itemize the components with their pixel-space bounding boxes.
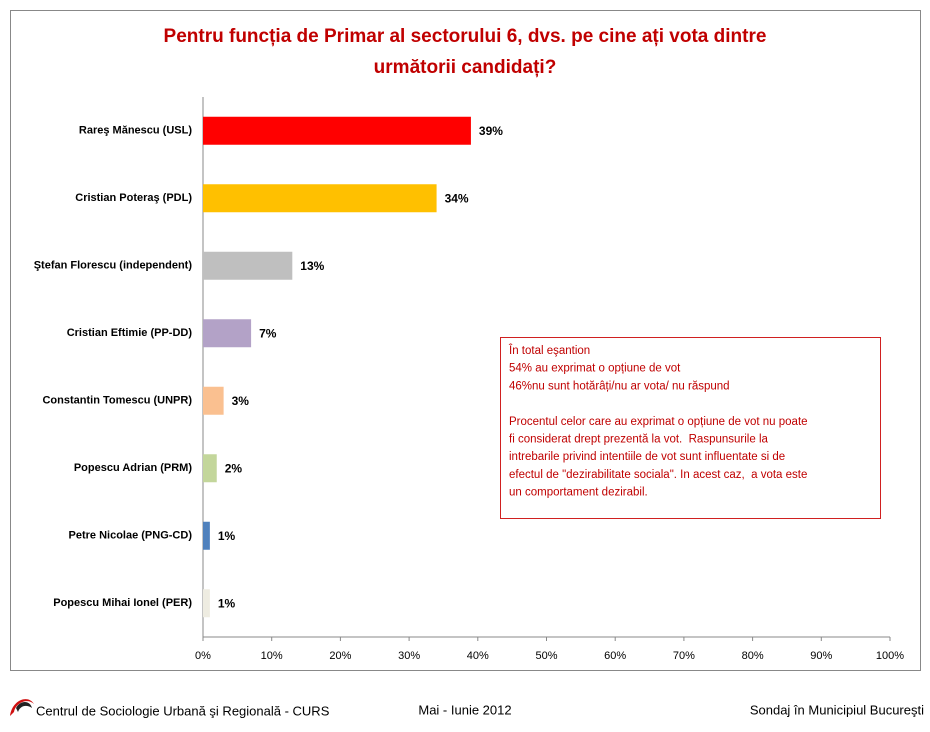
bar (203, 319, 252, 348)
x-tick-label: 80% (742, 650, 764, 662)
annotation-line: Procentul celor care au exprimat o opțiu… (509, 416, 808, 428)
category-label: Rareş Mănescu (USL) (79, 125, 192, 137)
value-label: 3% (232, 394, 250, 408)
category-label: Popescu Mihai Ionel (PER) (53, 597, 192, 609)
annotation-line: În total eşantion (508, 344, 590, 357)
category-label: Cristian Eftimie (PP-DD) (67, 327, 193, 339)
value-label: 34% (445, 191, 469, 205)
bar (203, 386, 224, 415)
x-tick-label: 100% (876, 650, 904, 662)
x-tick-label: 30% (398, 650, 420, 662)
annotation-line: intrebarile privind intentiile de vot su… (509, 451, 785, 463)
value-label: 1% (218, 596, 236, 610)
category-label: Popescu Adrian (PRM) (74, 462, 192, 474)
annotation-line: 54% au exprimat o opțiune de vot (509, 363, 681, 375)
chart-title: Pentru funcția de Primar al sectorului 6… (164, 26, 767, 47)
x-tick-label: 10% (261, 650, 283, 662)
value-label: 39% (479, 124, 503, 138)
category-label: Cristian Poteraş (PDL) (75, 192, 192, 204)
bar (203, 589, 210, 618)
x-tick-label: 90% (810, 650, 832, 662)
value-label: 7% (259, 326, 277, 340)
annotation-line: efectul de "dezirabilitate sociala". In … (509, 469, 807, 481)
category-label: Constantin Tomescu (UNPR) (42, 395, 192, 407)
category-label: Ştefan Florescu (independent) (34, 260, 193, 272)
bar (203, 454, 217, 483)
annotation-box (500, 337, 881, 519)
value-label: 2% (225, 461, 243, 475)
bar (203, 521, 210, 550)
chart-title: următorii candidați? (374, 57, 557, 78)
logo-swirl (10, 699, 34, 716)
x-tick-label: 0% (195, 650, 211, 662)
x-tick-label: 50% (535, 650, 557, 662)
x-tick-label: 20% (329, 650, 351, 662)
annotation-line: un comportament dezirabil. (509, 487, 648, 499)
bar (203, 184, 437, 213)
bar (203, 116, 471, 145)
footer-left: Centrul de Sociologie Urbană şi Regional… (36, 703, 330, 718)
value-label: 1% (218, 529, 236, 543)
x-tick-label: 40% (467, 650, 489, 662)
annotation-line: 46%nu sunt hotărâți/nu ar vota/ nu răspu… (509, 380, 730, 392)
bar (203, 251, 293, 280)
x-tick-label: 60% (604, 650, 626, 662)
category-label: Petre Nicolae (PNG-CD) (69, 530, 193, 542)
value-label: 13% (300, 259, 324, 273)
logo (10, 699, 34, 716)
logo-swirl (16, 702, 32, 712)
footer-center: Mai - Iunie 2012 (418, 702, 511, 717)
x-tick-label: 70% (673, 650, 695, 662)
footer-right: Sondaj în Municipiul Bucureşti (750, 702, 924, 717)
annotation-line: fi considerat drept prezentă la vot. Ras… (509, 434, 768, 446)
